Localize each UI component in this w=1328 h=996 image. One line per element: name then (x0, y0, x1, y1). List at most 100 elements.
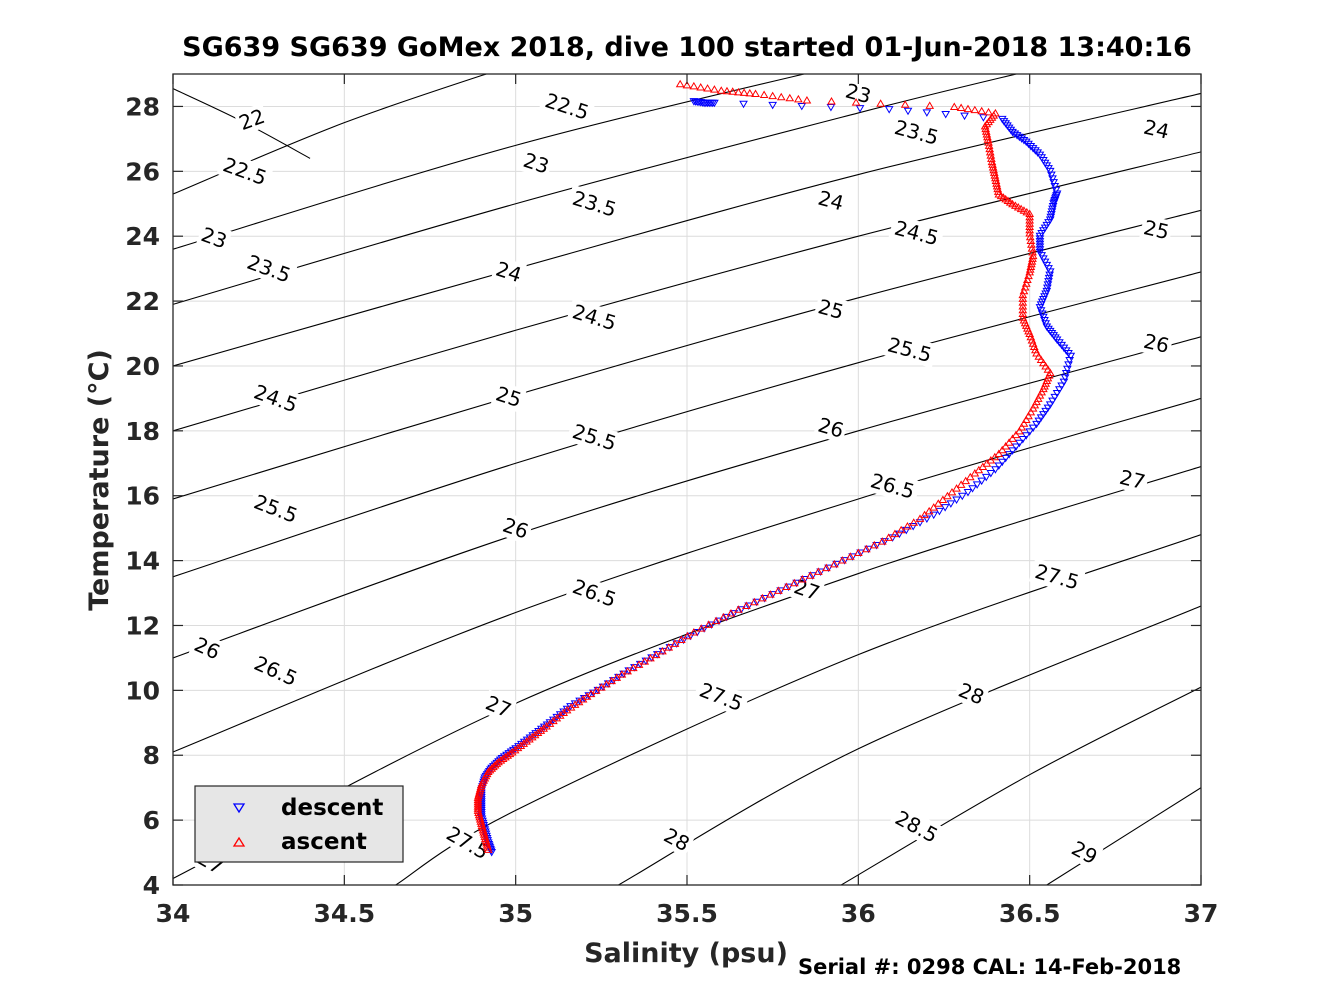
ascent-point (480, 832, 490, 840)
descent-point (689, 98, 699, 106)
ascent-point (675, 79, 685, 88)
density-contour-24-5 (173, 151, 1201, 432)
ascent-point (1024, 411, 1033, 420)
descent-point (960, 112, 969, 121)
descent-point (1028, 424, 1038, 433)
ascent-point (996, 191, 1006, 200)
ascent-point (476, 817, 486, 825)
contour-label-bg (439, 819, 497, 867)
ascent-point (1025, 232, 1035, 241)
contour-label-bg (518, 147, 555, 180)
ascent-point (903, 522, 912, 530)
ascent-point (475, 815, 485, 823)
descent-point (1015, 439, 1024, 448)
ascent-point (821, 563, 831, 572)
ascent-point (473, 799, 483, 808)
ascent-point (750, 597, 759, 606)
ascent-point (522, 737, 531, 745)
descent-point (729, 610, 739, 618)
descent-point (922, 109, 932, 117)
contour-label-bg (953, 676, 990, 711)
ascent-point (1028, 251, 1038, 260)
contour-label-bg (1139, 114, 1174, 145)
ascent-point (768, 91, 778, 100)
y-tick-label: 6 (143, 806, 160, 835)
ascent-point (1019, 419, 1029, 427)
serial-cal-footer: Serial #: 0298 CAL: 14-Feb-2018 (798, 955, 1181, 979)
ascent-point (829, 559, 839, 568)
descent-point (760, 594, 770, 603)
descent-point (584, 692, 594, 700)
ascent-point (984, 107, 993, 116)
ascent-point (938, 495, 948, 504)
descent-point (1045, 271, 1055, 280)
ascent-point (991, 108, 1000, 117)
ascent-point (658, 646, 667, 655)
ascent-point (845, 552, 855, 560)
contour-label-bg (195, 221, 233, 255)
descent-point (1044, 274, 1054, 283)
ascent-point (722, 86, 732, 95)
descent-point (895, 530, 904, 539)
contour-label-bg (888, 114, 945, 151)
descent-point (856, 549, 865, 558)
ascent-point (1027, 240, 1036, 248)
contour-label-bg (1115, 464, 1150, 495)
descent-point (768, 591, 778, 599)
descent-point (915, 519, 925, 527)
ascent-point (909, 518, 919, 526)
ascent-point (925, 101, 935, 109)
y-tick-label: 8 (143, 741, 160, 770)
density-contour-23 (173, 74, 807, 250)
y-tick-label: 16 (125, 482, 160, 511)
legend-descent-marker (232, 803, 246, 814)
density-contour-25-5 (173, 271, 1201, 578)
ascent-point (933, 499, 943, 507)
x-tick-label: 35.5 (656, 899, 718, 928)
ascent-point (474, 810, 484, 819)
ascent-point (478, 823, 487, 832)
ascent-point (476, 782, 486, 791)
y-tick-label: 20 (125, 352, 160, 381)
y-tick-label: 4 (143, 871, 160, 900)
contour-label-bg (490, 380, 527, 413)
ascent-point (774, 586, 783, 594)
ascent-point (474, 791, 483, 799)
y-tick-label: 10 (125, 676, 160, 705)
ascent-point (481, 834, 490, 843)
ascent-point (915, 514, 925, 522)
legend-box (194, 785, 404, 863)
descent-point (1034, 417, 1044, 426)
contour-label-bg (1065, 834, 1104, 871)
contour-label-bg (480, 689, 518, 724)
descent-point (797, 102, 807, 111)
contour-label-bg (1139, 214, 1174, 245)
ascent-point (776, 92, 786, 101)
ascent-point (1018, 290, 1028, 299)
descent-point (1021, 432, 1031, 440)
contour-label-bg (1028, 558, 1086, 596)
contour-label-bg (657, 821, 696, 858)
ascent-point (802, 95, 812, 104)
descent-point (1043, 284, 1052, 293)
contour-label: 26 (1139, 328, 1174, 359)
descent-point (1047, 208, 1057, 216)
ascent-point (689, 627, 699, 636)
descent-point (768, 101, 778, 110)
contour-label-bg (240, 248, 298, 289)
density-contour-23-5 (173, 74, 1019, 305)
descent-point (901, 526, 911, 535)
ascent-point (1018, 301, 1028, 310)
contour-label-bg (566, 184, 623, 223)
descent-point (699, 625, 709, 633)
ascent-point (482, 840, 492, 849)
ascent-point (483, 845, 493, 853)
ascent-point (477, 821, 487, 830)
contour-label-bg (247, 649, 305, 693)
descent-point (816, 568, 826, 576)
descent-point (1048, 205, 1057, 214)
ascent-point (745, 88, 755, 97)
contour-label: 25 (1139, 214, 1174, 245)
ascent-point (963, 104, 973, 113)
descent-point (986, 470, 996, 478)
